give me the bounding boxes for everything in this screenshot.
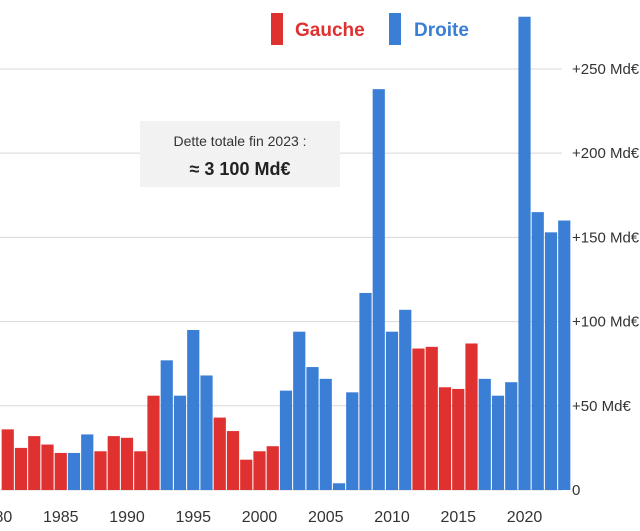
x-tick-label: 2020 <box>507 509 543 526</box>
bar-2017 <box>478 378 491 490</box>
legend-droite-label: Droite <box>414 20 469 41</box>
y-tick-label: +150 Md€ <box>572 229 640 246</box>
y-tick-label: +100 Md€ <box>572 314 640 331</box>
x-tick-label: 1985 <box>43 509 79 526</box>
bar-1984 <box>41 444 54 490</box>
x-tick-label: 2015 <box>440 509 476 526</box>
bar-2021 <box>531 212 544 491</box>
bar-1992 <box>147 395 160 490</box>
x-axis-ticks: 1980 1985 1990 1995 2000 2005 2010 2015 2020 <box>0 509 542 526</box>
bar-2015 <box>452 388 465 490</box>
legend-gauche-swatch <box>271 13 283 45</box>
bar-1996 <box>200 375 213 490</box>
bars <box>1 16 571 491</box>
annotation-line-2: ≈ 3 100 Md€ <box>190 159 291 179</box>
bar-2000 <box>253 451 266 490</box>
bar-2005 <box>319 378 332 490</box>
bar-1981 <box>1 429 14 490</box>
bar-2019 <box>505 382 518 490</box>
bar-2013 <box>425 346 438 490</box>
x-tick-label: 1990 <box>109 509 145 526</box>
bar-2018 <box>491 395 505 490</box>
legend: Gauche Droite <box>271 13 469 45</box>
bar-1999 <box>240 459 253 490</box>
legend-droite-swatch <box>389 13 401 45</box>
bar-2002 <box>279 390 293 490</box>
bar-2004 <box>306 367 319 490</box>
bar-2001 <box>266 446 279 490</box>
bar-1986 <box>67 452 81 490</box>
x-tick-label: 1980 <box>0 509 12 526</box>
bar-1989 <box>107 436 120 490</box>
bar-2012 <box>412 348 425 490</box>
bar-1998 <box>226 431 240 490</box>
bar-2022 <box>544 232 558 490</box>
y-tick-label: +50 Md€ <box>572 398 631 415</box>
bar-2011 <box>399 309 412 490</box>
annotation-line-1: Dette totale fin 2023 : <box>173 133 306 149</box>
bar-2020 <box>518 16 531 491</box>
bar-2008 <box>359 292 372 490</box>
bar-1987 <box>81 434 94 490</box>
bar-1982 <box>14 447 28 490</box>
annotation-background <box>140 121 340 187</box>
bar-2014 <box>438 387 452 490</box>
bar-1993 <box>160 360 173 490</box>
bar-2003 <box>293 331 306 490</box>
x-tick-label: 2005 <box>308 509 344 526</box>
annotation-box: Dette totale fin 2023 : ≈ 3 100 Md€ <box>140 121 340 187</box>
bar-1988 <box>94 451 107 490</box>
x-tick-label: 2000 <box>242 509 278 526</box>
bar-1990 <box>120 437 134 490</box>
y-tick-label: 0 <box>572 482 580 499</box>
bar-2006 <box>332 483 346 490</box>
x-tick-label: 1995 <box>175 509 211 526</box>
bar-2016 <box>465 343 478 490</box>
y-axis-ticks: 0 +50 Md€ +100 Md€ +150 Md€ +200 Md€ +250 Md€ <box>572 61 640 499</box>
bar-1997 <box>213 417 226 490</box>
bar-2007 <box>346 392 359 490</box>
bar-1985 <box>54 452 67 490</box>
bar-1995 <box>187 330 200 490</box>
bar-2023 <box>558 220 571 490</box>
y-tick-label: +250 Md€ <box>572 61 640 78</box>
bar-1994 <box>173 395 187 490</box>
legend-gauche-label: Gauche <box>295 20 365 41</box>
y-tick-label: +200 Md€ <box>572 145 640 162</box>
bar-1983 <box>28 436 41 490</box>
bar-2009 <box>372 89 385 490</box>
x-tick-label: 2010 <box>374 509 410 526</box>
bar-1991 <box>134 451 147 490</box>
bar-2010 <box>385 331 399 490</box>
